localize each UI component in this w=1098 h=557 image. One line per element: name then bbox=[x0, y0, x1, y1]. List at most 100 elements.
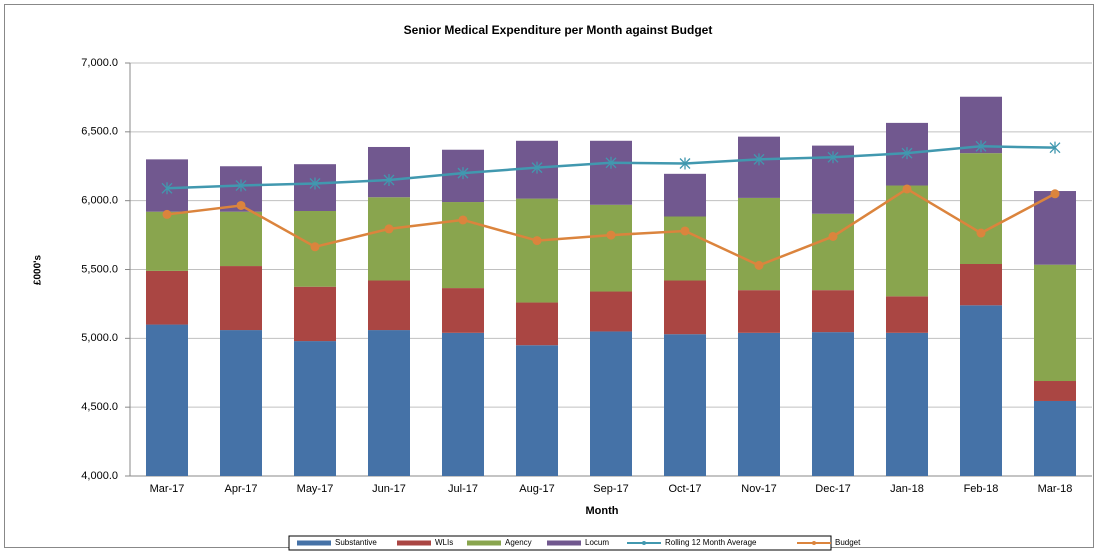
bar-segment bbox=[664, 216, 706, 281]
line-marker bbox=[1050, 189, 1060, 199]
bar-segment bbox=[738, 290, 780, 333]
legend-label: Locum bbox=[585, 538, 609, 547]
bar-segment bbox=[146, 324, 188, 476]
bar-segment bbox=[146, 211, 188, 271]
bar-segment bbox=[220, 330, 262, 476]
bar-segment bbox=[738, 332, 780, 476]
x-tick-label: Oct-17 bbox=[668, 483, 701, 495]
y-tick-label: 6,500.0 bbox=[81, 126, 118, 138]
x-tick-label: May-17 bbox=[297, 483, 334, 495]
line-marker bbox=[976, 228, 986, 238]
bar-segment bbox=[516, 198, 558, 303]
line-marker bbox=[606, 230, 616, 240]
bar-segment bbox=[1034, 264, 1076, 382]
line-marker bbox=[827, 151, 839, 164]
legend-swatch bbox=[547, 540, 581, 546]
bar-segment bbox=[886, 296, 928, 333]
line-marker bbox=[680, 226, 690, 236]
y-axis-label: £000's bbox=[33, 254, 44, 285]
x-tick-label: Aug-17 bbox=[519, 483, 554, 495]
x-tick-label: Dec-17 bbox=[815, 483, 850, 495]
legend-label: Substantive bbox=[335, 538, 377, 547]
line-marker bbox=[754, 260, 764, 270]
bar-segment bbox=[294, 286, 336, 342]
bar-segment bbox=[368, 330, 410, 476]
legend-swatch-marker bbox=[642, 541, 646, 545]
y-tick-label: 4,000.0 bbox=[81, 470, 118, 482]
legend-label: Agency bbox=[505, 538, 532, 547]
bar-segment bbox=[1034, 191, 1076, 265]
line-marker bbox=[383, 174, 395, 187]
x-tick-label: Mar-18 bbox=[1038, 483, 1073, 495]
bar-segment bbox=[294, 341, 336, 476]
bar-segment bbox=[886, 332, 928, 476]
y-tick-label: 6,000.0 bbox=[81, 195, 118, 207]
bar-segment bbox=[590, 204, 632, 292]
y-tick-label: 7,000.0 bbox=[81, 57, 118, 69]
bar-segment bbox=[220, 211, 262, 267]
bar-segment bbox=[516, 302, 558, 346]
bar-segment bbox=[368, 280, 410, 331]
line-marker bbox=[235, 179, 247, 192]
line-marker bbox=[902, 184, 912, 194]
line-marker bbox=[975, 140, 987, 153]
legend-swatch bbox=[397, 540, 431, 546]
line-marker bbox=[531, 161, 543, 174]
line-marker bbox=[753, 153, 765, 166]
line-marker bbox=[828, 231, 838, 241]
bar-segment bbox=[886, 185, 928, 297]
bar-segment bbox=[812, 332, 854, 476]
bar-segment bbox=[220, 266, 262, 331]
x-tick-label: Apr-17 bbox=[224, 483, 257, 495]
bar-segment bbox=[738, 197, 780, 291]
bar-segment bbox=[368, 146, 410, 198]
line-marker bbox=[161, 182, 173, 195]
legend-label: WLIs bbox=[435, 538, 453, 547]
line-marker bbox=[679, 157, 691, 170]
bar-segment bbox=[146, 270, 188, 325]
y-tick-label: 5,000.0 bbox=[81, 332, 118, 344]
line-marker bbox=[236, 200, 246, 210]
bar-segment bbox=[442, 288, 484, 333]
line-marker bbox=[605, 156, 617, 169]
x-tick-label: Jun-17 bbox=[372, 483, 406, 495]
line-marker bbox=[901, 147, 913, 160]
bar-segment bbox=[738, 136, 780, 198]
bar-segment bbox=[812, 290, 854, 333]
bar-segment bbox=[664, 334, 706, 476]
x-tick-label: Jan-18 bbox=[890, 483, 924, 495]
line-marker bbox=[309, 177, 321, 190]
y-tick-label: 4,500.0 bbox=[81, 401, 118, 413]
bar-segment bbox=[960, 153, 1002, 264]
bar-segment bbox=[664, 173, 706, 217]
legend-label: Rolling 12 Month Average bbox=[665, 538, 757, 547]
line-marker bbox=[384, 224, 394, 234]
x-tick-label: Feb-18 bbox=[964, 483, 999, 495]
line-marker bbox=[1049, 141, 1061, 154]
y-tick-label: 5,500.0 bbox=[81, 263, 118, 275]
bar-segment bbox=[442, 202, 484, 289]
legend-label: Budget bbox=[835, 538, 861, 547]
bar-segment bbox=[1034, 400, 1076, 476]
line-marker bbox=[458, 215, 468, 225]
legend-swatch bbox=[467, 540, 501, 546]
legend-swatch bbox=[297, 540, 331, 546]
x-axis-label: Month bbox=[586, 505, 619, 517]
bar-segment bbox=[960, 305, 1002, 476]
x-tick-label: Nov-17 bbox=[741, 483, 776, 495]
bar-segment bbox=[516, 345, 558, 476]
bar-segment bbox=[368, 197, 410, 281]
bar-segment bbox=[590, 291, 632, 332]
bar-segment bbox=[590, 331, 632, 476]
line-marker bbox=[162, 209, 172, 219]
legend-swatch-marker bbox=[812, 541, 816, 545]
bar-segment bbox=[442, 332, 484, 476]
bar-segment bbox=[812, 213, 854, 291]
bar-segment bbox=[590, 140, 632, 205]
line-marker bbox=[457, 167, 469, 180]
bar-segment bbox=[1034, 381, 1076, 401]
bar-segment bbox=[664, 280, 706, 335]
chart-title: Senior Medical Expenditure per Month aga… bbox=[404, 23, 713, 37]
